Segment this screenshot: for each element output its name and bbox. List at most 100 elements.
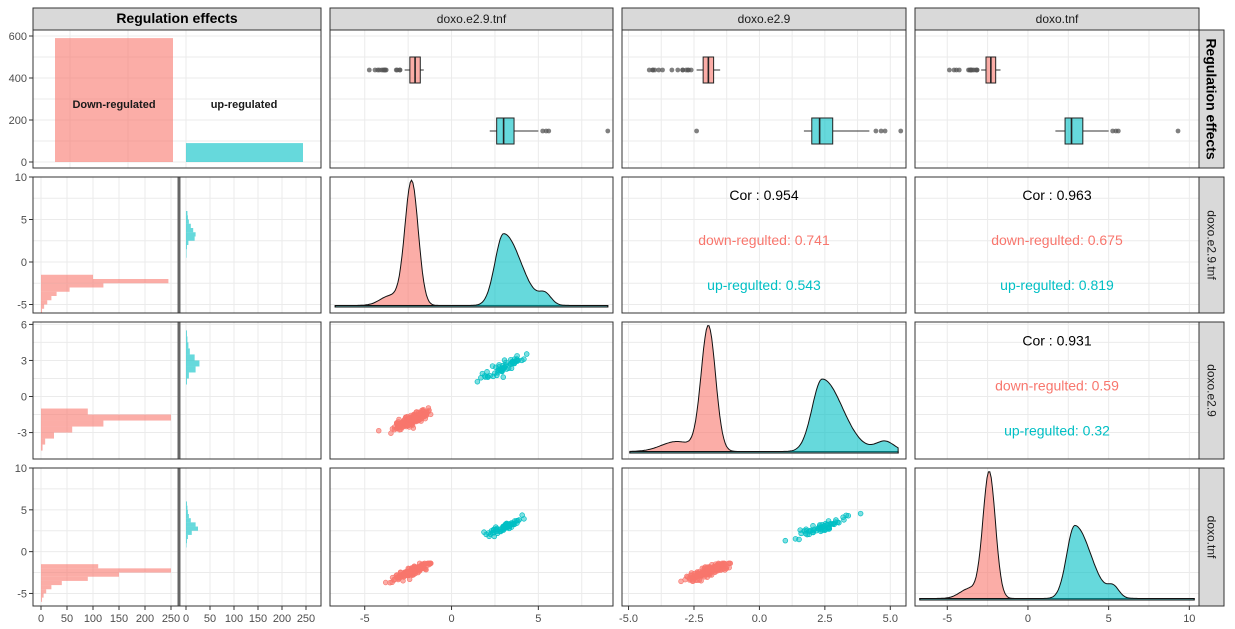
hist-up-doxo.e2.9.tnf-8 xyxy=(186,219,189,224)
panel-border-1-0 xyxy=(32,176,322,314)
col-tick-label-2-0: -5.0 xyxy=(619,613,638,625)
box-outlier-doxo.tnf-down-12 xyxy=(968,67,974,73)
scatter-up-3-2-45 xyxy=(840,514,846,520)
panel-border-3-0 xyxy=(32,467,322,607)
bar-label-down: Down-regulated xyxy=(72,99,155,111)
box-outlier-doxo.e2.9-up-2 xyxy=(882,128,888,134)
scatter-down-3-2-140 xyxy=(721,566,727,572)
panel-bg-2-2 xyxy=(622,322,906,459)
hist-up-doxo.e2.9.tnf-3 xyxy=(186,240,189,245)
row-tick-label-3-3: 10 xyxy=(15,463,27,475)
cor-total-1: Cor : 0.963 xyxy=(1022,187,1091,203)
panel-border-3-2 xyxy=(621,467,907,607)
col-tick-label-1-2: 5 xyxy=(535,613,541,625)
hist-down-doxo.e2.9-6 xyxy=(41,408,88,415)
scatter-down-3-2-168 xyxy=(718,561,725,568)
box-outlier-doxo.e2.9-down-7 xyxy=(675,67,681,73)
scatter-down-3-2-169 xyxy=(713,566,720,573)
scatter-down-2-1-162 xyxy=(395,419,402,425)
hist-down-doxo.e2.9-5 xyxy=(41,414,171,421)
row-tick-label-1-1: 0 xyxy=(21,257,27,269)
scatter-down-3-1-166 xyxy=(394,574,400,580)
box-outlier-doxo.e2.9.tnf-down-11 xyxy=(393,67,399,73)
panel-bg-2-0 xyxy=(33,322,321,459)
row-tick-label-1-2: 5 xyxy=(21,215,27,227)
col-tick-label-0-11: 250 xyxy=(297,613,315,625)
hist-down-doxo.tnf-1 xyxy=(41,593,44,598)
col-tick-label-0-5: 250 xyxy=(162,613,180,625)
panel-border-1-1 xyxy=(329,176,614,314)
box-outlier-doxo.e2.9-up-4 xyxy=(694,128,699,134)
box-doxo.e2.9.tnf-up xyxy=(496,117,515,145)
scatter-down-2-1-169 xyxy=(416,411,423,417)
col-tick-label-0-0: 0 xyxy=(38,613,44,625)
strip-right-label-2: doxo.e2.9 xyxy=(1205,364,1219,417)
hist-down-doxo.tnf-3 xyxy=(41,585,52,590)
col-tick-label-2-3: 2.5 xyxy=(817,613,832,625)
scatter-down-3-2-155 xyxy=(689,575,696,581)
scatter-down-3-1-168 xyxy=(417,564,423,570)
hist-down-doxo.e2.9-1 xyxy=(41,438,46,445)
col-tick-label-0-10: 200 xyxy=(273,613,291,625)
hist-up-doxo.tnf-8 xyxy=(186,509,188,514)
strip-right-3 xyxy=(1198,467,1225,607)
hist-up-doxo.tnf-9 xyxy=(186,505,188,510)
hist-down-doxo.e2.9.tnf-2 xyxy=(41,300,48,305)
scatter-down-3-1-154 xyxy=(421,560,428,567)
hist-up-doxo.tnf-3 xyxy=(186,530,192,535)
hist-up-doxo.e2.9.tnf-4 xyxy=(186,236,195,241)
hist-up-doxo.tnf-10 xyxy=(186,501,187,506)
scatter-up-3-1-48 xyxy=(493,524,499,530)
panel-bg-3-2 xyxy=(622,468,906,606)
scatter-down-2-1-166 xyxy=(413,415,420,421)
col-tick-label-2-1: -2.5 xyxy=(684,613,703,625)
scatter-up-3-2-17 xyxy=(782,537,789,544)
box-outlier-doxo.tnf-down-10 xyxy=(956,67,962,73)
scatter-down-2-1-165 xyxy=(405,422,412,428)
box-outlier-doxo.e2.9.tnf-up-3 xyxy=(605,128,611,134)
row-tick-label-3-0: -5 xyxy=(17,588,27,600)
strip-right-2 xyxy=(1198,321,1225,460)
box-outlier-doxo.e2.9.tnf-up-2 xyxy=(546,128,552,134)
density-up-doxo.tnf xyxy=(919,524,1195,601)
strip-top-label-1: doxo.e2.9.tnf xyxy=(437,12,507,26)
panel-bg-3-0 xyxy=(33,468,321,606)
hist-down-doxo.tnf-8 xyxy=(41,564,99,569)
hist-down-doxo.e2.9.tnf-6 xyxy=(41,283,104,288)
row-tick-label-0-2: 400 xyxy=(9,73,27,85)
hist-up-doxo.e2.9-4 xyxy=(186,354,195,361)
scatter-up-3-2-15 xyxy=(857,510,864,517)
cor-total-2: Cor : 0.931 xyxy=(1022,332,1091,348)
col-tick-label-0-1: 50 xyxy=(61,613,73,625)
hist-up-doxo.e2.9-7 xyxy=(186,336,188,343)
hist-down-doxo.tnf-6 xyxy=(41,572,119,577)
box-outlier-doxo.e2.9-up-1 xyxy=(878,128,884,134)
box-outlier-doxo.e2.9.tnf-down-13 xyxy=(397,67,403,73)
density-up-doxo.e2.9.tnf xyxy=(334,233,609,308)
strip-right-label-1: doxo.e2.9.tnf xyxy=(1205,210,1219,280)
hist-up-doxo.e2.9.tnf-9 xyxy=(186,215,188,220)
hist-up-doxo.tnf-6 xyxy=(186,518,191,523)
panel-bg-3-1 xyxy=(330,468,613,606)
hist-down-doxo.tnf-4 xyxy=(41,580,62,586)
hist-down-doxo.tnf-7 xyxy=(41,568,171,573)
box-outlier-doxo.tnf-down-8 xyxy=(946,67,952,73)
panel-bg-1-1 xyxy=(330,177,613,313)
panel-border-2-0 xyxy=(32,321,322,460)
hist-down-doxo.tnf-5 xyxy=(41,576,88,581)
hist-down-doxo.e2.9-4 xyxy=(41,420,104,427)
scatter-down-3-1-152 xyxy=(426,561,432,568)
hist-down-doxo.e2.9.tnf-4 xyxy=(41,291,57,296)
scatter-down-2-1-139 xyxy=(389,426,396,432)
panels-layer: Down-regulated up-regulated Cor : 0.954 dow… xyxy=(32,29,1200,607)
hist-up-doxo.e2.9-8 xyxy=(186,330,187,337)
col-tick-label-0-7: 50 xyxy=(204,613,216,625)
panel-bg-2-1 xyxy=(330,322,613,459)
col-tick-label-2-4: 5.0 xyxy=(883,613,898,625)
col-tick-label-0-8: 100 xyxy=(225,613,243,625)
hist-up-doxo.tnf-7 xyxy=(186,514,189,519)
box-outlier-doxo.e2.9-down-8 xyxy=(660,67,665,73)
strip-right-0 xyxy=(1198,29,1225,169)
hist-down-doxo.e2.9.tnf-8 xyxy=(41,274,93,279)
